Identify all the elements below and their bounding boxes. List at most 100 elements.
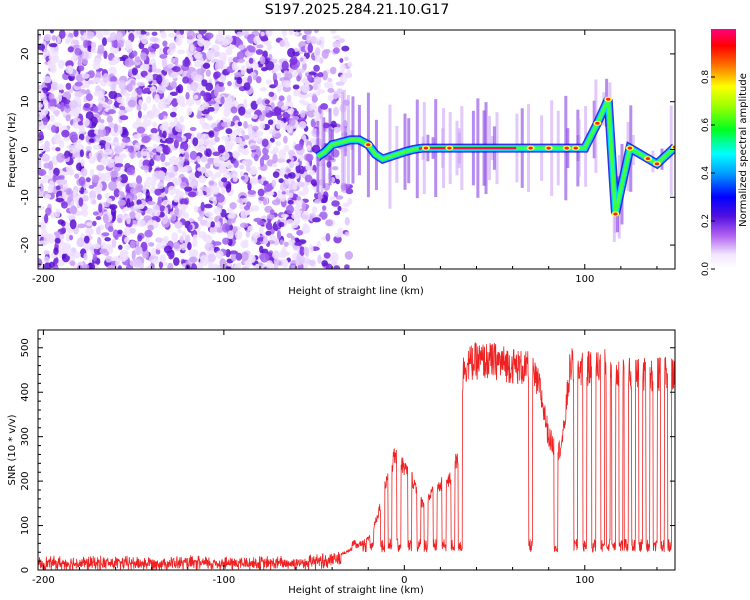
spectrogram-speckle bbox=[158, 261, 164, 269]
spectrogram-speckle bbox=[104, 237, 111, 242]
spectrogram-speckle bbox=[205, 69, 211, 77]
spectrogram-speckle bbox=[265, 60, 275, 71]
spectrogram-speckle bbox=[206, 49, 215, 60]
spectrogram-speckle bbox=[127, 145, 135, 153]
spectrogram-speckle bbox=[136, 104, 142, 111]
spectrogram-speckle bbox=[344, 216, 350, 226]
spectrogram-speckle bbox=[259, 245, 264, 254]
spectrogram-speckle bbox=[81, 50, 89, 60]
spectrogram-speckle bbox=[249, 72, 257, 77]
spectrogram-speckle bbox=[110, 170, 119, 178]
spectrogram-speckle bbox=[125, 244, 131, 251]
spectrogram-speckle bbox=[214, 61, 220, 72]
spectrogram-speckle bbox=[305, 161, 310, 171]
spectrogram-speckle bbox=[288, 239, 296, 247]
spectrogram-speckle bbox=[186, 107, 193, 116]
spectrogram-speckle bbox=[337, 205, 342, 212]
spectrogram-speckle bbox=[180, 242, 187, 251]
spectrogram-speckle bbox=[337, 227, 345, 238]
spectrogram-speckle bbox=[171, 232, 178, 242]
spectrogram-speckle bbox=[151, 258, 160, 264]
spectrogram-speckle bbox=[158, 113, 164, 121]
spectrogram-speckle bbox=[89, 190, 97, 200]
spectrogram-speckle bbox=[276, 158, 286, 163]
spectrogram-speckle bbox=[164, 186, 169, 195]
spectrogram-speckle bbox=[171, 106, 177, 113]
spectrogram-speckle bbox=[115, 258, 121, 267]
spectrogram-speckle bbox=[174, 206, 179, 216]
spectrogram-speckle bbox=[225, 128, 233, 135]
spectrogram-speckle bbox=[77, 121, 84, 126]
spectrogram-speckle bbox=[243, 134, 250, 140]
spectrogram-speckle bbox=[171, 80, 177, 89]
spectrogram-speckle bbox=[143, 215, 152, 221]
spectrogram-speckle bbox=[109, 159, 116, 164]
spectrogram-speckle bbox=[48, 55, 57, 61]
spectrogram-speckle bbox=[50, 211, 57, 219]
spectrogram-speckle bbox=[107, 109, 116, 115]
spectrogram-speckle bbox=[85, 111, 94, 121]
spectrogram-speckle bbox=[294, 241, 302, 246]
spectrogram-speckle bbox=[180, 198, 189, 206]
spectrogram-speckle bbox=[69, 131, 78, 142]
spectrogram-speckle bbox=[276, 83, 282, 93]
spectrogram-speckle bbox=[170, 57, 176, 64]
spectrogram-speckle bbox=[320, 40, 325, 50]
spectrogram-speckle bbox=[230, 253, 237, 262]
spectrogram-speckle bbox=[92, 220, 97, 227]
spectrogram-speckle bbox=[247, 45, 256, 53]
spectrogram-speckle bbox=[68, 65, 74, 75]
spectrogram-speckle bbox=[311, 206, 318, 214]
spectrogram-speckle bbox=[275, 140, 282, 147]
spectrogram-speckle bbox=[175, 85, 181, 94]
spectrogram-speckle bbox=[268, 91, 275, 97]
spectrogram-speckle bbox=[213, 126, 221, 132]
spectrogram-speckle bbox=[281, 190, 286, 196]
spectrogram-speckle bbox=[310, 36, 318, 45]
spectrogram-peak-core bbox=[423, 146, 429, 150]
top-y-tick-label: -20 bbox=[20, 237, 31, 253]
spectrogram-speckle bbox=[273, 79, 279, 87]
spectrogram-speckle bbox=[303, 246, 308, 256]
spectrogram-speckle bbox=[108, 245, 114, 255]
spectrogram-speckle bbox=[333, 106, 339, 117]
spectrogram-peak-core bbox=[627, 146, 633, 150]
spectrogram-speckle bbox=[270, 209, 275, 215]
spectrogram-speckle bbox=[308, 170, 316, 176]
spectrogram-speckle bbox=[278, 149, 286, 159]
bottom-x-axis: -200 -100 0 100 bbox=[32, 330, 658, 586]
spectrogram-speckle bbox=[211, 174, 216, 181]
spectrogram-speckle bbox=[48, 43, 58, 48]
spectrogram-speckle bbox=[193, 205, 199, 213]
spectrogram-speckle bbox=[136, 90, 142, 96]
spectrogram-speckle bbox=[197, 167, 203, 172]
spectrogram-speckle bbox=[170, 111, 177, 118]
spectrogram-speckle bbox=[200, 201, 205, 212]
spectrogram-speckle bbox=[118, 125, 123, 135]
spectrogram-speckle bbox=[235, 252, 243, 261]
spectrogram-speckle bbox=[72, 151, 80, 159]
spectrogram-speckle bbox=[221, 39, 230, 46]
spectrogram-speckle bbox=[112, 229, 119, 239]
spectrogram-speckle bbox=[313, 64, 320, 72]
spectrogram-speckle bbox=[142, 114, 149, 120]
spectrogram-speckle bbox=[83, 103, 91, 109]
spectrogram-speckle bbox=[293, 110, 299, 117]
spectrogram-speckle bbox=[225, 183, 232, 193]
spectrogram-speckle bbox=[117, 217, 122, 224]
spectrogram-speckle bbox=[265, 30, 273, 37]
spectrogram-speckle bbox=[283, 144, 290, 152]
spectrogram-speckle bbox=[154, 188, 162, 196]
spectrogram-speckle bbox=[139, 30, 147, 35]
spectrogram-speckle bbox=[98, 32, 103, 41]
spectrogram-speckle bbox=[339, 58, 344, 63]
bottom-y-tick-label: 300 bbox=[20, 427, 31, 446]
spectrogram-speckle bbox=[102, 73, 110, 83]
spectrogram-speckle bbox=[117, 265, 122, 269]
spectrogram-speckle bbox=[199, 259, 209, 267]
spectrogram-speckle bbox=[175, 136, 183, 143]
spectrogram-speckle bbox=[38, 115, 43, 122]
spectrogram-speckle bbox=[38, 43, 46, 51]
spectrogram-speckle bbox=[281, 258, 289, 268]
spectrogram-speckle bbox=[210, 185, 220, 195]
